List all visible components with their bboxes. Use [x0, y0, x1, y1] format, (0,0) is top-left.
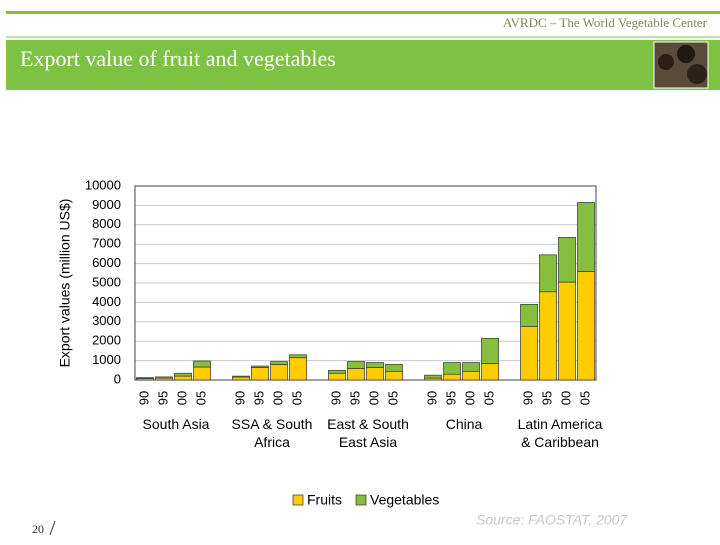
bar-segment	[385, 364, 403, 372]
bar-segment	[539, 291, 557, 381]
y-tick-label: 4000	[92, 294, 121, 309]
bar-segment	[155, 376, 173, 379]
bar-segment	[251, 365, 269, 368]
bar-segment	[193, 366, 211, 381]
legend-label: Fruits	[307, 492, 342, 508]
y-tick-label: 7000	[92, 236, 121, 251]
x-tick-label: 00	[558, 391, 573, 405]
x-tick-label: 05	[577, 391, 592, 405]
x-tick-label: 00	[366, 391, 381, 405]
bar-segment	[232, 376, 250, 381]
x-tick-label: 90	[232, 391, 247, 405]
group-label: South Asia	[142, 416, 210, 432]
x-tick-label: 95	[443, 391, 458, 405]
legend-label: Vegetables	[370, 492, 439, 508]
y-tick-label: 8000	[92, 216, 121, 231]
bar-segment	[328, 372, 346, 381]
y-tick-label: 2000	[92, 333, 121, 348]
bar-segment	[520, 326, 538, 381]
y-axis-label: Export values (million US$)	[57, 199, 73, 368]
y-tick-label: 1000	[92, 352, 121, 367]
bar-segment	[424, 374, 442, 379]
x-tick-label: 00	[462, 391, 477, 405]
photo-face	[677, 45, 695, 63]
bar-segment	[577, 202, 595, 272]
organization: AVRDC – The World Vegetable Center	[503, 15, 708, 30]
bar-segment	[481, 363, 499, 381]
y-tick-label: 5000	[92, 274, 121, 289]
bar-segment	[385, 370, 403, 381]
bar-segment	[174, 375, 192, 381]
photo-face	[658, 54, 674, 70]
bar-segment	[577, 271, 595, 381]
page-slash	[49, 520, 56, 536]
photo-face	[687, 64, 707, 84]
bar-segment	[289, 357, 307, 381]
bar-segment	[270, 364, 288, 381]
bar-segment	[289, 354, 307, 359]
bar-segment	[193, 360, 211, 368]
x-tick-label: 05	[385, 391, 400, 405]
x-tick-label: 00	[174, 391, 189, 405]
bar-segment	[136, 377, 154, 379]
x-tick-label: 90	[136, 391, 151, 405]
group-label-box: China	[445, 416, 483, 432]
bar-segment	[366, 362, 384, 368]
y-tick-label: 3000	[92, 313, 121, 328]
group-label-box: SSA & South Africa	[231, 416, 313, 450]
bar-segment	[520, 303, 538, 327]
x-tick-label: 05	[193, 391, 208, 405]
source: Source: FAOSTAT, 2007	[476, 512, 628, 528]
bar-segment	[558, 237, 576, 283]
y-tick-label: 0	[114, 371, 121, 386]
group-label: East & South East Asia	[327, 416, 409, 450]
slide-title: Export value of fruit and vegetables	[20, 46, 336, 71]
y-tick-label: 10000	[85, 177, 121, 192]
x-tick-label: 95	[251, 391, 266, 405]
bar-segment	[481, 337, 499, 364]
bar-segment	[539, 254, 557, 293]
bar-segment	[328, 369, 346, 374]
group-label-box: South Asia	[142, 416, 210, 432]
bar-segment	[270, 361, 288, 365]
x-tick-label: 05	[289, 391, 304, 405]
plot-frame	[134, 185, 597, 381]
bar-segment	[462, 370, 480, 381]
bar-segment	[174, 372, 192, 377]
top-rule	[6, 11, 720, 14]
chart: 0100020003000400050006000700080009000100…	[57, 177, 603, 508]
bar-segment	[347, 361, 365, 369]
x-tick-label: 90	[520, 391, 535, 405]
y-tick-label: 9000	[92, 197, 121, 212]
bar-segment	[347, 368, 365, 381]
bar-segment	[251, 367, 269, 381]
group-label: Latin America & Caribbean	[517, 416, 603, 450]
bar-segment	[232, 375, 250, 378]
x-tick-label: 05	[481, 391, 496, 405]
legend-swatch	[292, 494, 304, 506]
x-tick-label: 95	[539, 391, 554, 405]
bar-segment	[443, 373, 461, 381]
page-number: 20	[32, 522, 44, 536]
x-tick-label: 95	[347, 391, 362, 405]
x-tick-label: 90	[424, 391, 439, 405]
y-tick-label: 6000	[92, 255, 121, 270]
title-bar	[6, 40, 720, 90]
group-label: SSA & South Africa	[231, 416, 313, 450]
x-tick-label: 00	[270, 391, 285, 405]
group-label-box: Latin America & Caribbean	[517, 416, 603, 450]
group-label: China	[445, 416, 483, 432]
x-tick-label: 90	[328, 391, 343, 405]
legend-swatch	[355, 494, 367, 506]
bar-segment	[558, 281, 576, 381]
bar-segment	[443, 362, 461, 375]
x-tick-label: 95	[155, 391, 170, 405]
bar-segment	[366, 367, 384, 381]
group-label-box: East & South East Asia	[327, 416, 409, 450]
bar-segment	[462, 362, 480, 372]
